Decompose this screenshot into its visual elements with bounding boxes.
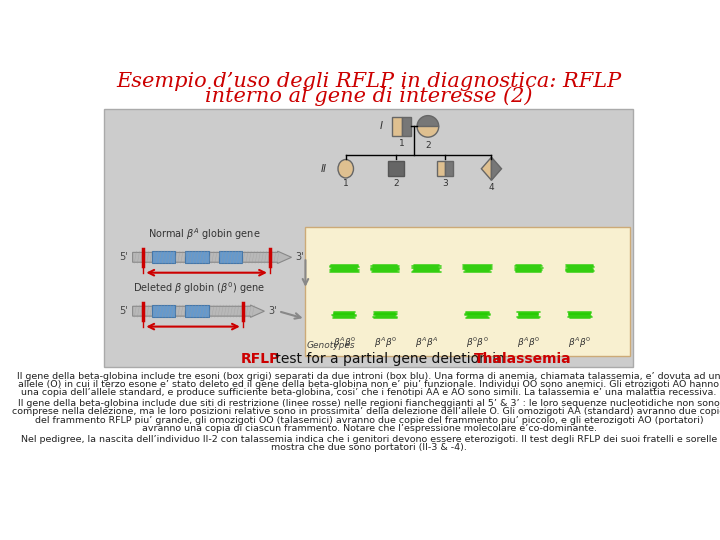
Bar — [437, 161, 445, 177]
Text: mostra che due sono portatori (II-3 & -4).: mostra che due sono portatori (II-3 & -4… — [271, 443, 467, 452]
Bar — [392, 117, 402, 136]
Text: II: II — [321, 164, 327, 174]
Bar — [185, 305, 209, 318]
Text: comprese nella delezione, ma le loro posizioni relative sono in prossimita’ dell: comprese nella delezione, ma le loro pos… — [12, 408, 720, 416]
Text: 1: 1 — [399, 139, 405, 148]
Text: Genotypes: Genotypes — [307, 341, 356, 350]
Text: 2: 2 — [393, 179, 399, 188]
Text: 2: 2 — [425, 141, 431, 150]
Text: test for a partial gene deletion in: test for a partial gene deletion in — [271, 352, 509, 366]
Text: $\beta^A\beta^0$: $\beta^A\beta^0$ — [517, 335, 540, 350]
Text: Normal $\beta^A$ globin gene: Normal $\beta^A$ globin gene — [148, 226, 261, 242]
Text: $\beta^0\beta^0$: $\beta^0\beta^0$ — [466, 335, 489, 350]
Bar — [388, 161, 404, 177]
Bar — [462, 262, 493, 274]
Polygon shape — [482, 157, 492, 180]
Text: $\beta^A\beta^A$: $\beta^A\beta^A$ — [415, 335, 438, 350]
Text: Il gene della beta-globina include due siti di restrizione (linee rosse) nelle r: Il gene della beta-globina include due s… — [18, 400, 720, 408]
Wedge shape — [417, 116, 438, 126]
Text: del frammento RFLP piu’ grande, gli omozigoti OO (talasemici) avranno due copie : del frammento RFLP piu’ grande, gli omoz… — [35, 416, 703, 424]
Bar — [104, 110, 632, 367]
Text: $\beta^A\beta^0$: $\beta^A\beta^0$ — [333, 335, 356, 350]
Bar — [152, 305, 175, 318]
Text: Deleted $\beta$ globin ($\beta^0$) gene: Deleted $\beta$ globin ($\beta^0$) gene — [132, 280, 264, 296]
Text: 3': 3' — [269, 306, 277, 316]
Text: avranno una copia di ciascun frammento. Notare che l’espressione molecolare e’co: avranno una copia di ciascun frammento. … — [142, 423, 596, 433]
Bar — [152, 251, 175, 264]
Bar — [219, 251, 242, 264]
Text: interno al gene di interesse (2): interno al gene di interesse (2) — [205, 86, 533, 106]
Text: Esempio d’uso degli RFLP in diagnostica: RFLP: Esempio d’uso degli RFLP in diagnostica:… — [117, 72, 621, 91]
Text: 3': 3' — [295, 252, 304, 262]
Bar — [445, 161, 453, 177]
Text: 4: 4 — [489, 183, 494, 192]
Text: I: I — [380, 122, 383, 131]
Text: $\beta^A\beta^0$: $\beta^A\beta^0$ — [374, 335, 397, 350]
Polygon shape — [492, 157, 502, 180]
Bar — [185, 251, 209, 264]
Text: Thalassemia: Thalassemia — [474, 352, 571, 366]
Text: RFLP: RFLP — [241, 352, 281, 366]
Text: Nel pedigree, la nascita dell’individuo II-2 con talassemia indica che i genitor: Nel pedigree, la nascita dell’individuo … — [21, 435, 717, 444]
Text: una copia dell’allele standard, e produce sufficiente beta-globina, cosi’ che i : una copia dell’allele standard, e produc… — [22, 388, 716, 397]
Bar — [305, 226, 630, 356]
Bar — [402, 117, 411, 136]
Text: 5': 5' — [120, 252, 128, 262]
Ellipse shape — [338, 159, 354, 178]
FancyArrow shape — [132, 305, 264, 318]
Text: 1: 1 — [343, 179, 348, 188]
FancyArrow shape — [132, 251, 292, 264]
Wedge shape — [417, 126, 438, 137]
Text: allele (O) in cui il terzo esone e’ stato deleto ed il gene della beta-globina n: allele (O) in cui il terzo esone e’ stat… — [19, 380, 719, 389]
Text: Il gene della beta-globina include tre esoni (box grigi) separati da due introni: Il gene della beta-globina include tre e… — [17, 372, 720, 381]
Text: $\beta^A\beta^0$: $\beta^A\beta^0$ — [568, 335, 591, 350]
Text: 5': 5' — [120, 306, 128, 316]
Text: 3: 3 — [442, 179, 448, 188]
